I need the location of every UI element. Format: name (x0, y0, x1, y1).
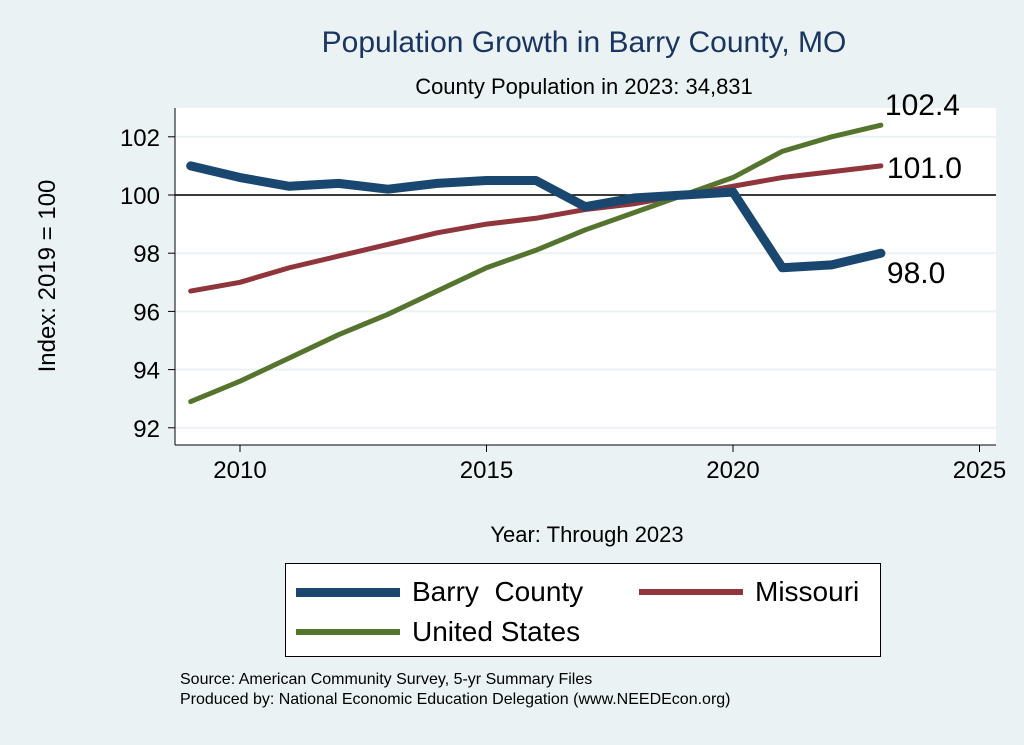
x-tick-label: 2010 (213, 457, 266, 484)
chart-title: Population Growth in Barry County, MO (321, 26, 847, 59)
y-tick-label: 100 (120, 183, 160, 210)
legend-item-us: United States (296, 616, 580, 648)
chart-subtitle: County Population in 2023: 34,831 (415, 74, 753, 99)
legend-swatch (639, 589, 743, 595)
legend-label: Barry County (412, 576, 584, 607)
y-tick-label: 94 (133, 358, 160, 385)
plot-area (175, 108, 996, 445)
end-label: 102.4 (885, 89, 960, 122)
x-tick-label: 2015 (460, 457, 513, 484)
legend-item-missouri: Missouri (639, 576, 859, 608)
chart-svg: 92 94 96 98 100 102 2010 2015 2020 2025 98.0 101.0… (34, 89, 1006, 547)
y-tick-label: 92 (133, 416, 160, 443)
legend: Barry County Missouri United States (285, 563, 881, 657)
producer-note: Produced by: National Economic Education… (180, 691, 731, 708)
y-axis-label: Index: 2019 = 100 (34, 180, 61, 373)
y-tick-label: 96 (133, 299, 160, 326)
series-line-missouri (188, 163, 884, 294)
legend-label: Missouri (755, 576, 860, 607)
end-label: 101.0 (887, 152, 962, 185)
series-line-united-states (188, 122, 884, 405)
x-tick-label: 2025 (953, 457, 1006, 484)
x-axis-label: Year: Through 2023 (490, 522, 683, 547)
source-note: Source: American Community Survey, 5-yr … (180, 671, 593, 688)
legend-swatch (296, 587, 400, 597)
end-label: 98.0 (887, 257, 945, 290)
series-line-barry-county (186, 161, 886, 273)
y-tick-label: 98 (133, 241, 160, 268)
y-tick-label: 102 (120, 125, 160, 152)
x-tick-label: 2020 (706, 457, 759, 484)
legend-label: United States (412, 616, 581, 647)
legend-item-barry: Barry County (296, 576, 583, 608)
legend-swatch (296, 629, 400, 635)
